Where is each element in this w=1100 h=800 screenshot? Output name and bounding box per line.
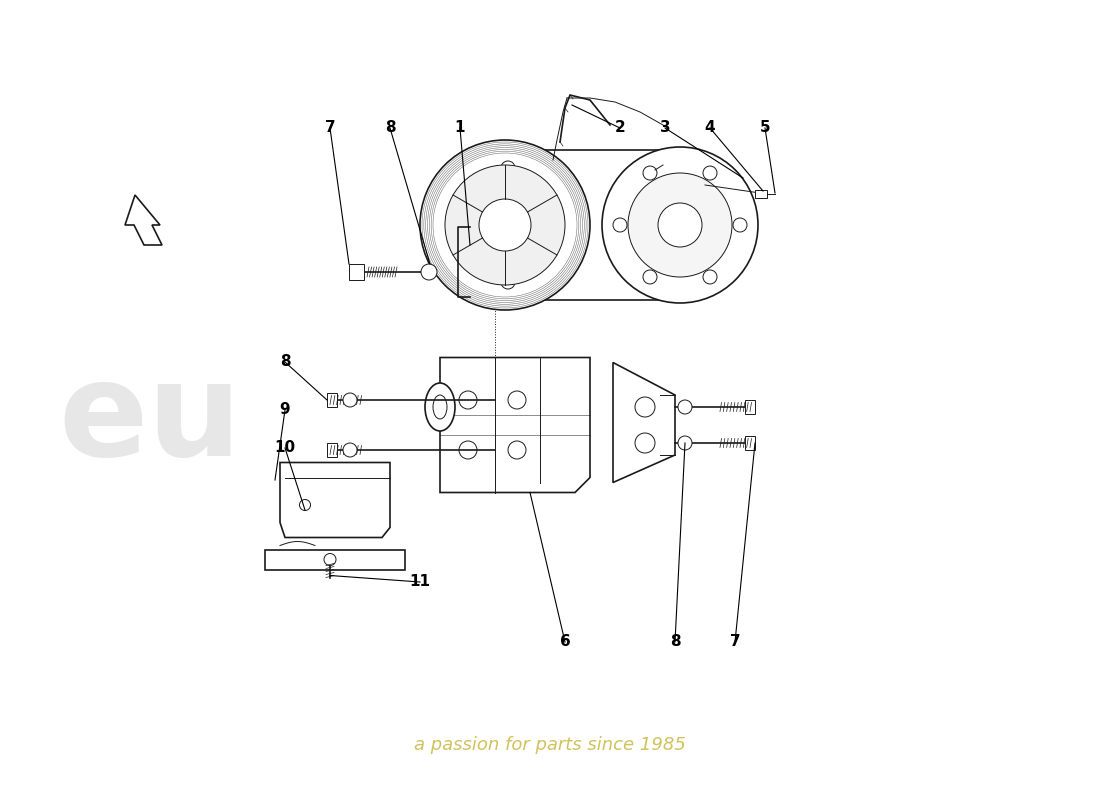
Circle shape bbox=[508, 441, 526, 459]
Polygon shape bbox=[280, 462, 390, 538]
Circle shape bbox=[635, 433, 654, 453]
FancyBboxPatch shape bbox=[327, 393, 337, 407]
Circle shape bbox=[678, 436, 692, 450]
Text: 8: 8 bbox=[385, 121, 395, 135]
Circle shape bbox=[628, 173, 732, 277]
FancyBboxPatch shape bbox=[265, 550, 405, 570]
Circle shape bbox=[420, 140, 590, 310]
Text: 3: 3 bbox=[660, 121, 670, 135]
Text: 4: 4 bbox=[705, 121, 715, 135]
Circle shape bbox=[678, 400, 692, 414]
Circle shape bbox=[635, 397, 654, 417]
Circle shape bbox=[613, 218, 627, 232]
FancyBboxPatch shape bbox=[490, 268, 519, 296]
Text: 7: 7 bbox=[324, 121, 336, 135]
Text: 8: 8 bbox=[670, 634, 680, 650]
Circle shape bbox=[658, 203, 702, 247]
Circle shape bbox=[508, 391, 526, 409]
Polygon shape bbox=[613, 362, 675, 482]
FancyBboxPatch shape bbox=[349, 264, 364, 280]
FancyBboxPatch shape bbox=[745, 436, 755, 450]
FancyBboxPatch shape bbox=[490, 154, 519, 182]
Circle shape bbox=[421, 264, 437, 280]
Text: 8: 8 bbox=[279, 354, 290, 370]
FancyBboxPatch shape bbox=[327, 443, 337, 457]
Text: 7: 7 bbox=[729, 634, 740, 650]
Polygon shape bbox=[440, 358, 590, 493]
Circle shape bbox=[343, 393, 358, 407]
Circle shape bbox=[299, 499, 310, 510]
FancyBboxPatch shape bbox=[755, 190, 767, 198]
FancyBboxPatch shape bbox=[745, 400, 755, 414]
Ellipse shape bbox=[433, 395, 447, 419]
Text: 10: 10 bbox=[274, 441, 296, 455]
Text: 2: 2 bbox=[615, 121, 626, 135]
Circle shape bbox=[459, 441, 477, 459]
Circle shape bbox=[644, 270, 657, 284]
Text: a passion for parts since 1985: a passion for parts since 1985 bbox=[414, 736, 686, 754]
Text: 11: 11 bbox=[409, 574, 430, 590]
Text: 6: 6 bbox=[560, 634, 571, 650]
Circle shape bbox=[703, 166, 717, 180]
Circle shape bbox=[703, 270, 717, 284]
Circle shape bbox=[459, 391, 477, 409]
Circle shape bbox=[478, 199, 531, 251]
Text: 9: 9 bbox=[279, 402, 290, 418]
Circle shape bbox=[324, 554, 336, 566]
Circle shape bbox=[733, 218, 747, 232]
Ellipse shape bbox=[425, 383, 455, 431]
FancyBboxPatch shape bbox=[500, 150, 670, 300]
Circle shape bbox=[602, 147, 758, 303]
Text: 1: 1 bbox=[454, 121, 465, 135]
Circle shape bbox=[446, 165, 565, 285]
Circle shape bbox=[644, 166, 657, 180]
Circle shape bbox=[343, 443, 358, 457]
Text: 5: 5 bbox=[760, 121, 770, 135]
Text: eu: eu bbox=[58, 357, 242, 483]
